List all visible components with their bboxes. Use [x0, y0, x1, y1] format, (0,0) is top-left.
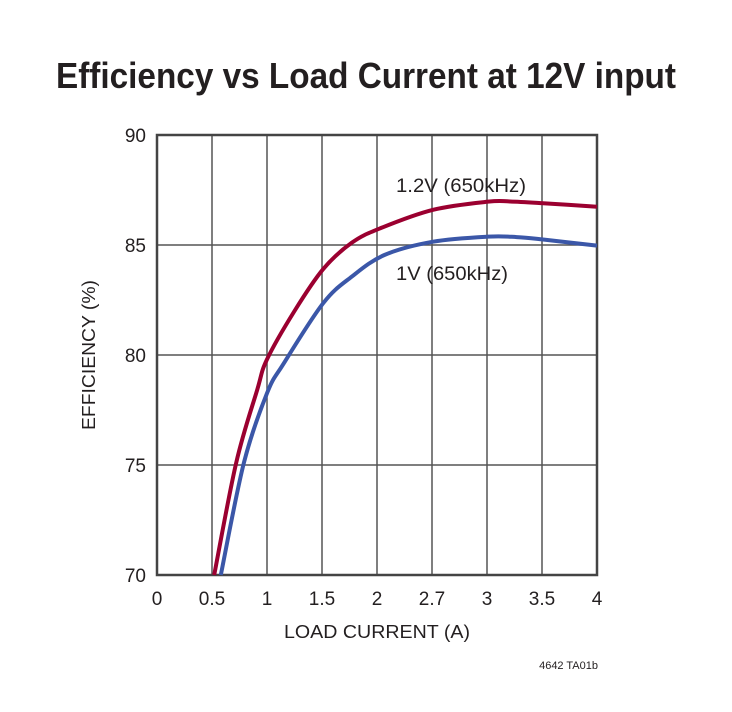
chart-title: Efficiency vs Load Current at 12V input [56, 55, 676, 96]
series-line-0 [212, 198, 598, 576]
x-tick-label: 0 [152, 589, 163, 610]
x-tick-label: 0.5 [199, 589, 225, 610]
x-tick-label: 2.7 [419, 589, 445, 610]
series-line-1 [218, 234, 598, 576]
y-tick-label: 70 [125, 566, 146, 587]
y-tick-label: 90 [125, 126, 146, 147]
x-tick-label: 1.5 [309, 589, 335, 610]
plot-frame [155, 133, 599, 577]
footnote: 4642 TA01b [539, 660, 598, 672]
series-lines [212, 198, 598, 576]
x-tick-label: 2 [372, 589, 383, 610]
x-tick-label: 3.5 [529, 589, 555, 610]
tick-labels: 0 0.5 1 1.5 2 2.7 3 3.5 4 70 75 80 85 90 [125, 126, 603, 610]
series-label-1v2: 1.2V (650kHz) [396, 176, 526, 197]
y-axis-label: EFFICIENCY (%) [79, 280, 99, 430]
y-tick-label: 80 [125, 346, 146, 367]
y-tick-label: 75 [125, 456, 146, 477]
x-tick-label: 3 [482, 589, 493, 610]
series-label-1v: 1V (650kHz) [396, 264, 508, 285]
x-tick-label: 1 [262, 589, 273, 610]
y-tick-label: 85 [125, 236, 146, 257]
x-axis-label: LOAD CURRENT (A) [284, 622, 470, 642]
x-tick-label: 4 [592, 589, 603, 610]
